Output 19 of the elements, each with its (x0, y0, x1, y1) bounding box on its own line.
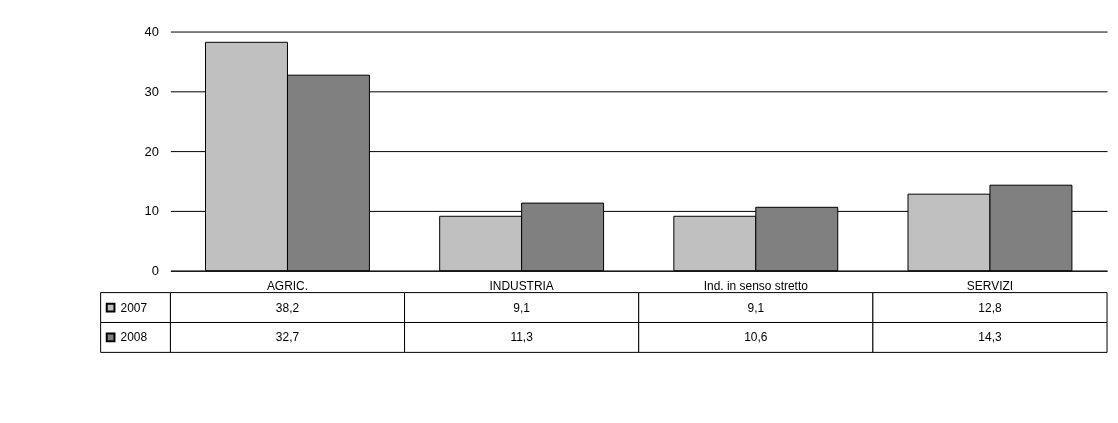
x-tick-label: Ind. in senso stretto (703, 279, 809, 294)
y-tick-label: 10 (144, 203, 159, 219)
data-label: 9,1 (513, 300, 531, 315)
x-tick-label: SERVIZI (966, 279, 1014, 294)
data-label: 11,3 (510, 330, 534, 345)
legend-label: 2008 (120, 330, 148, 345)
data-label: 12,8 (978, 300, 1002, 315)
y-tick-label: 20 (144, 143, 159, 159)
data-label: 32,7 (275, 330, 300, 345)
data-label: 14,3 (978, 330, 1002, 345)
data-label: 38,2 (275, 300, 300, 315)
data-label: 9,1 (747, 300, 765, 315)
x-tick-label: INDUSTRIA (489, 279, 554, 294)
y-tick-label: 0 (151, 263, 159, 279)
y-tick-label: 40 (144, 24, 159, 40)
y-tick-label: 30 (144, 83, 159, 99)
legend-label: 2007 (120, 300, 148, 315)
data-label: 10,6 (744, 330, 768, 345)
x-tick-label: AGRIC. (266, 279, 309, 294)
